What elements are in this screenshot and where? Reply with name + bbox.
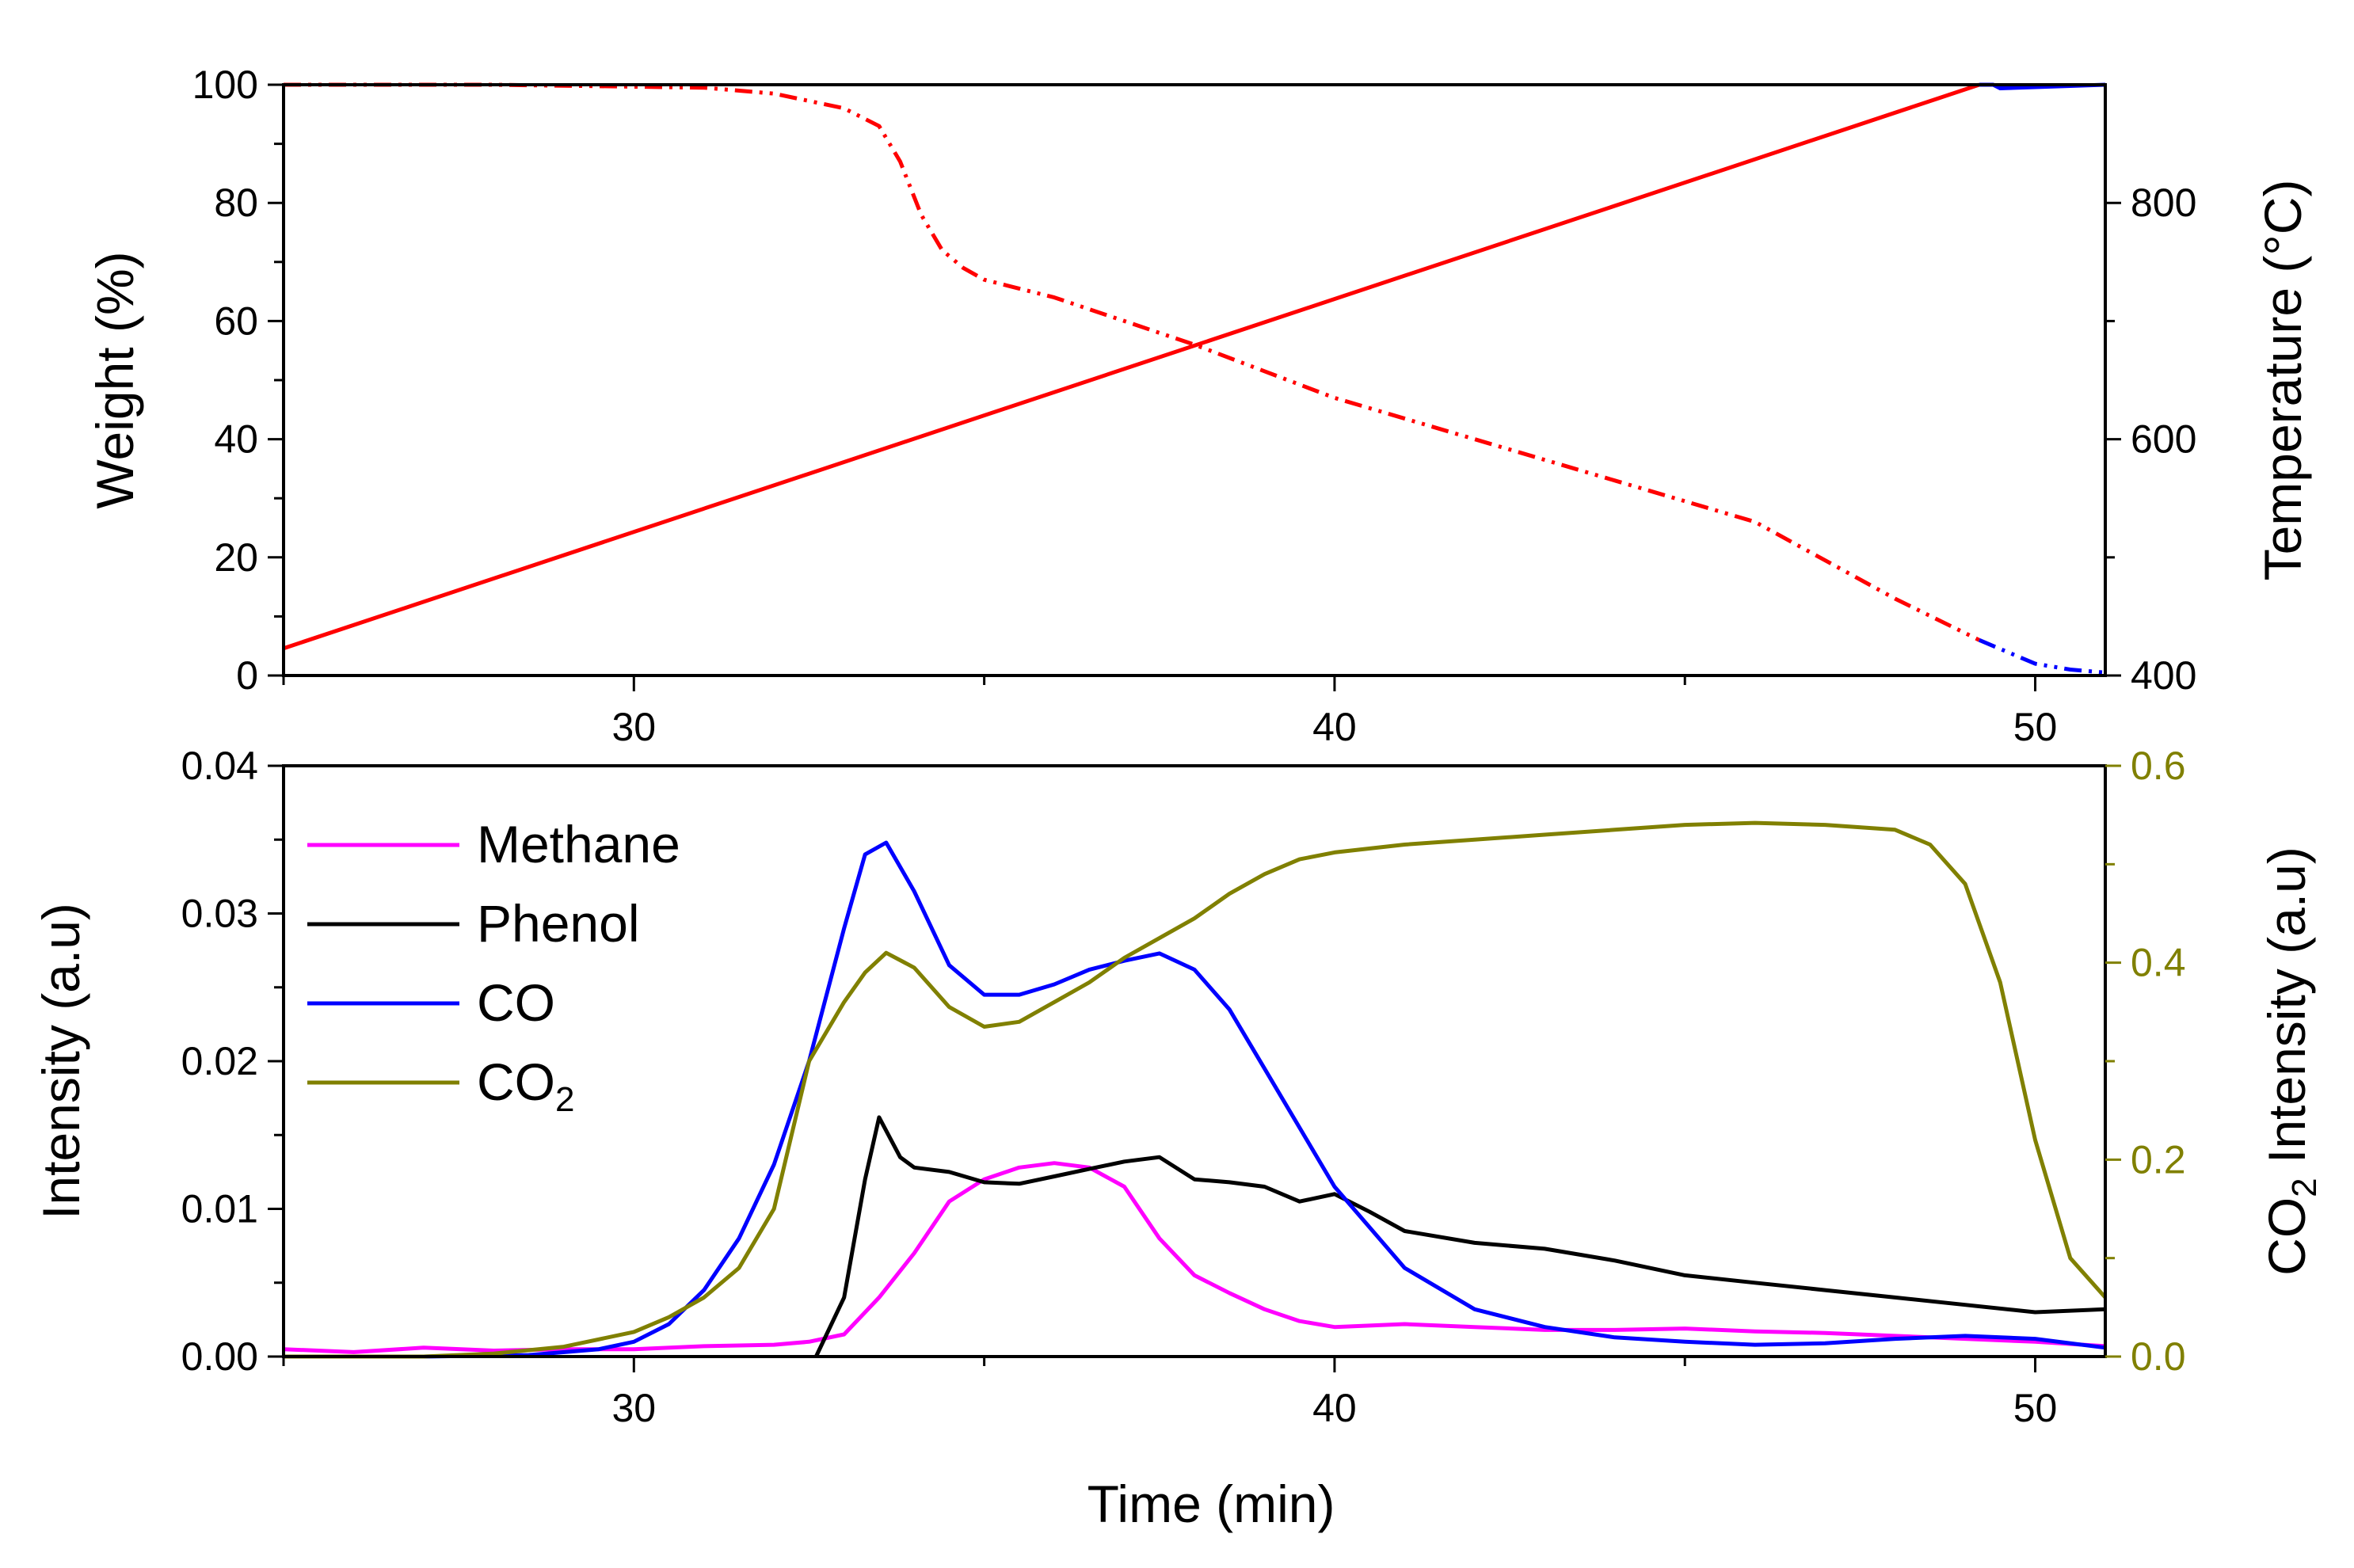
legend-label-main: CO bbox=[477, 1052, 555, 1111]
co2-label-main: CO bbox=[2257, 1197, 2316, 1276]
bottom-panel: 30 40 50 0.00 0.01 0.02 0.03 0.04 0.0 0.2 0.4 0.6 I… bbox=[32, 744, 2324, 1533]
top-y-right-label: Temperature (°C) bbox=[2253, 180, 2312, 581]
y-right-tick-label: 0.0 bbox=[2131, 1334, 2186, 1379]
x-tick-label: 30 bbox=[611, 1386, 656, 1430]
legend-label-main: CO bbox=[477, 973, 555, 1032]
y-right-tick-label: 0.4 bbox=[2131, 941, 2186, 985]
y-left-tick-label: 80 bbox=[214, 181, 258, 225]
x-tick-label: 40 bbox=[1312, 705, 1357, 749]
top-panel: 30 40 50 0 20 40 60 80 100 400 600 800 Weight (%) T… bbox=[86, 63, 2312, 749]
co2-label-sub: 2 bbox=[2285, 1178, 2324, 1197]
y-right-tick-label: 600 bbox=[2131, 417, 2196, 462]
y-left-tick-label: 40 bbox=[214, 417, 258, 462]
y-left-tick-label: 0.01 bbox=[181, 1187, 258, 1231]
co2-label-rest: Intensity (a.u) bbox=[2257, 847, 2316, 1178]
x-tick-label: 40 bbox=[1312, 1386, 1357, 1430]
x-tick-label: 30 bbox=[611, 705, 656, 749]
y-right-tick-label: 0.6 bbox=[2131, 744, 2186, 788]
legend-label-main: Phenol bbox=[477, 894, 640, 953]
y-left-tick-label: 20 bbox=[214, 535, 258, 580]
legend-label: Phenol bbox=[477, 894, 640, 953]
top-y-left-label: Weight (%) bbox=[86, 251, 144, 508]
series-phenol-line bbox=[814, 1115, 2106, 1358]
y-right-tick-label: 800 bbox=[2131, 181, 2196, 225]
y-left-tick-label: 100 bbox=[192, 63, 258, 107]
y-left-tick-label: 0.02 bbox=[181, 1039, 258, 1083]
y-left-tick-label: 0.04 bbox=[181, 744, 258, 788]
series-co2-line bbox=[284, 820, 2107, 1359]
x-tick-label: 50 bbox=[2013, 705, 2058, 749]
legend-label: Methane bbox=[477, 815, 680, 873]
top-ticks: 30 40 50 0 20 40 60 80 100 400 600 800 bbox=[192, 63, 2197, 749]
series-weight-line bbox=[1978, 637, 2106, 675]
legend-label-main: Methane bbox=[477, 815, 680, 873]
x-tick-label: 50 bbox=[2013, 1386, 2058, 1430]
series-temperature-line bbox=[283, 82, 1980, 651]
y-right-tick-label: 0.2 bbox=[2131, 1137, 2186, 1182]
bottom-y-right-label: CO2 Intensity (a.u) bbox=[2257, 847, 2324, 1276]
series-methane-line bbox=[283, 1161, 2106, 1354]
y-right-tick-label: 400 bbox=[2131, 653, 2196, 698]
series-co-line bbox=[284, 840, 2106, 1359]
legend-label-sub: 2 bbox=[555, 1080, 574, 1119]
bottom-y-left-label: Intensity (a.u) bbox=[32, 903, 90, 1220]
bottom-x-label: Time (min) bbox=[1087, 1475, 1335, 1533]
y-left-tick-label: 0.00 bbox=[181, 1334, 258, 1379]
y-left-tick-label: 60 bbox=[214, 299, 258, 343]
y-left-tick-label: 0 bbox=[236, 653, 258, 698]
bottom-ticks: 30 40 50 0.00 0.01 0.02 0.03 0.04 0.0 0.2 0.4 0.6 bbox=[181, 744, 2186, 1430]
legend-label: CO2 bbox=[477, 1052, 574, 1119]
bottom-plot-area bbox=[283, 820, 2107, 1359]
series-weight-line bbox=[284, 82, 1980, 642]
legend-label: CO bbox=[477, 973, 555, 1032]
y-left-tick-label: 0.03 bbox=[181, 892, 258, 936]
